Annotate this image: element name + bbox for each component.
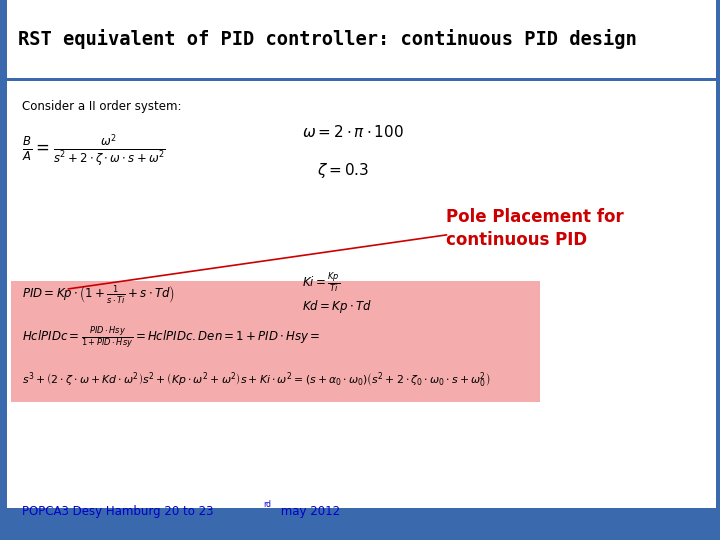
Text: $\frac{B}{A} = \frac{\omega^2}{s^2 + 2 \cdot \zeta \cdot \omega \cdot s + \omega: $\frac{B}{A} = \frac{\omega^2}{s^2 + 2 \… [22, 133, 166, 170]
Text: $\zeta = 0.3$: $\zeta = 0.3$ [317, 160, 369, 180]
Text: $s^3 + \left(2 \cdot \zeta \cdot \omega + Kd \cdot \omega^2\right)s^2 + \left(Kp: $s^3 + \left(2 \cdot \zeta \cdot \omega … [22, 371, 490, 390]
Bar [7, 0, 716, 78]
Text: $\omega = 2 \cdot \pi \cdot 100$: $\omega = 2 \cdot \pi \cdot 100$ [302, 124, 405, 140]
Bar [7, 81, 716, 508]
Text: $Kd = Kp \cdot Td$: $Kd = Kp \cdot Td$ [302, 298, 372, 315]
Text: $Ki = \frac{Kp}{Ti}$: $Ki = \frac{Kp}{Ti}$ [302, 270, 341, 295]
Text: Pole Placement for
continuous PID: Pole Placement for continuous PID [446, 208, 624, 249]
Text: Consider a II order system:: Consider a II order system: [22, 100, 181, 113]
Text: rd: rd [263, 500, 271, 509]
Text: $PID = Kp \cdot \left(1 + \frac{1}{s \cdot Ti} + s \cdot Td\right)$: $PID = Kp \cdot \left(1 + \frac{1}{s \cd… [22, 284, 175, 305]
Bar [11, 281, 540, 402]
Text: may 2012: may 2012 [277, 505, 341, 518]
Text: RST equivalent of PID controller: continuous PID design: RST equivalent of PID controller: contin… [18, 29, 636, 49]
Text: POPCA3 Desy Hamburg 20 to 23: POPCA3 Desy Hamburg 20 to 23 [22, 505, 213, 518]
Text: $HclPIDc = \frac{PID \cdot Hsy}{1 + PID \cdot Hsy} = HclPIDc.Den = 1 + PID \cdot: $HclPIDc = \frac{PID \cdot Hsy}{1 + PID … [22, 325, 320, 350]
